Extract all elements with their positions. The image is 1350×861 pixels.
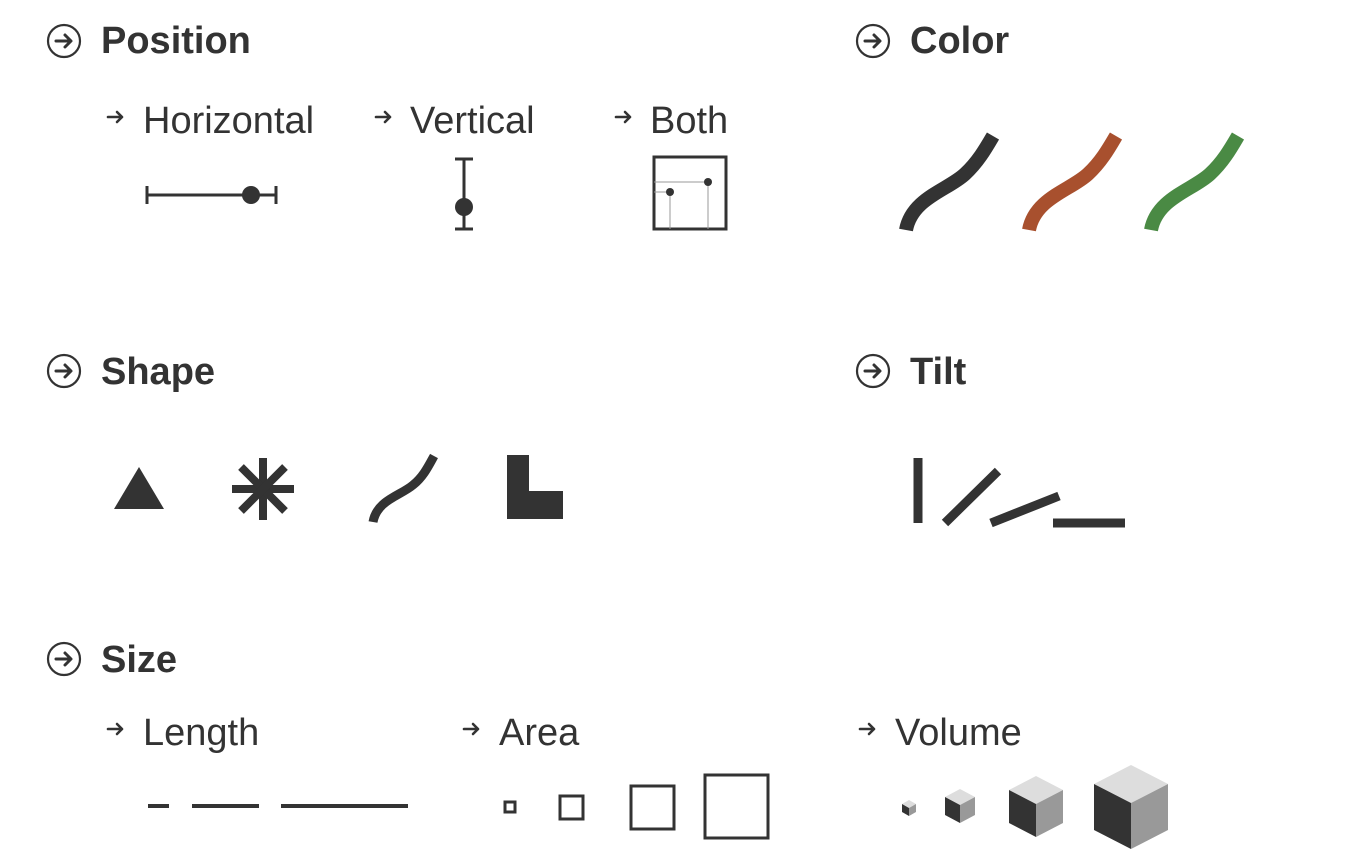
sub-label-length: Length: [143, 714, 259, 752]
volume-cube-lg: [1091, 762, 1173, 852]
tilt-line-diagonal: [945, 471, 998, 523]
color-curve-green: [1145, 128, 1255, 238]
volume-cube-md: [1006, 774, 1066, 840]
length-lines-icon: [145, 798, 415, 814]
small-arrow-icon: [613, 106, 635, 128]
area-square-lg: [705, 775, 768, 838]
sub-label-horizontal: Horizontal: [143, 102, 314, 140]
tilt-lines-icon: [905, 455, 1135, 530]
tilt-line-shallow: [991, 496, 1059, 523]
section-title-tilt: Tilt: [910, 353, 966, 391]
curve-icon: [368, 452, 442, 526]
asterisk-icon: [230, 456, 296, 522]
color-curve-dark: [900, 128, 1010, 238]
arrow-circle-icon: [46, 353, 82, 389]
section-title-size: Size: [101, 641, 177, 679]
section-title-color: Color: [910, 22, 1009, 60]
arrow-circle-icon: [855, 353, 891, 389]
small-arrow-icon: [105, 718, 127, 740]
vertical-position-icon: [448, 155, 480, 235]
area-squares-icon: [500, 770, 775, 842]
sub-label-area: Area: [499, 714, 579, 752]
l-shape-icon: [507, 455, 563, 521]
color-curve-orange: [1023, 128, 1133, 238]
volume-cube-xs: [900, 798, 918, 818]
area-square-xs: [505, 802, 515, 812]
sub-label-volume: Volume: [895, 714, 1022, 752]
sub-label-vertical: Vertical: [410, 102, 535, 140]
arrow-circle-icon: [46, 23, 82, 59]
volume-cube-sm: [942, 787, 978, 827]
triangle-icon: [112, 465, 166, 511]
sub-label-both: Both: [650, 102, 728, 140]
small-arrow-icon: [105, 106, 127, 128]
section-title-position: Position: [101, 22, 251, 60]
area-square-md: [631, 786, 674, 829]
small-arrow-icon: [857, 718, 879, 740]
arrow-circle-icon: [46, 641, 82, 677]
area-square-sm: [560, 796, 583, 819]
arrow-circle-icon: [855, 23, 891, 59]
both-position-icon: [652, 155, 730, 233]
section-title-shape: Shape: [101, 353, 215, 391]
small-arrow-icon: [461, 718, 483, 740]
horizontal-position-icon: [140, 180, 285, 210]
small-arrow-icon: [373, 106, 395, 128]
